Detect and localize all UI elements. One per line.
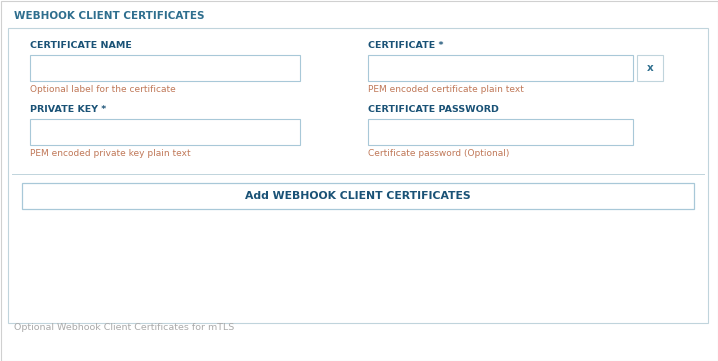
FancyBboxPatch shape xyxy=(368,119,633,145)
FancyBboxPatch shape xyxy=(8,28,708,323)
Text: PEM encoded certificate plain text: PEM encoded certificate plain text xyxy=(368,86,524,95)
Text: CERTIFICATE PASSWORD: CERTIFICATE PASSWORD xyxy=(368,105,499,114)
Text: CERTIFICATE NAME: CERTIFICATE NAME xyxy=(30,42,132,51)
Text: PRIVATE KEY *: PRIVATE KEY * xyxy=(30,105,106,114)
Text: WEBHOOK CLIENT CERTIFICATES: WEBHOOK CLIENT CERTIFICATES xyxy=(14,11,205,21)
Text: Add WEBHOOK CLIENT CERTIFICATES: Add WEBHOOK CLIENT CERTIFICATES xyxy=(245,191,471,201)
FancyBboxPatch shape xyxy=(22,183,694,209)
FancyBboxPatch shape xyxy=(30,55,300,81)
Text: CERTIFICATE *: CERTIFICATE * xyxy=(368,42,444,51)
Text: PEM encoded private key plain text: PEM encoded private key plain text xyxy=(30,149,190,158)
FancyBboxPatch shape xyxy=(368,55,633,81)
Text: Optional Webhook Client Certificates for mTLS: Optional Webhook Client Certificates for… xyxy=(14,323,234,332)
Text: x: x xyxy=(647,63,653,73)
FancyBboxPatch shape xyxy=(637,55,663,81)
Text: Certificate password (Optional): Certificate password (Optional) xyxy=(368,149,509,158)
Text: Optional label for the certificate: Optional label for the certificate xyxy=(30,86,176,95)
FancyBboxPatch shape xyxy=(30,119,300,145)
